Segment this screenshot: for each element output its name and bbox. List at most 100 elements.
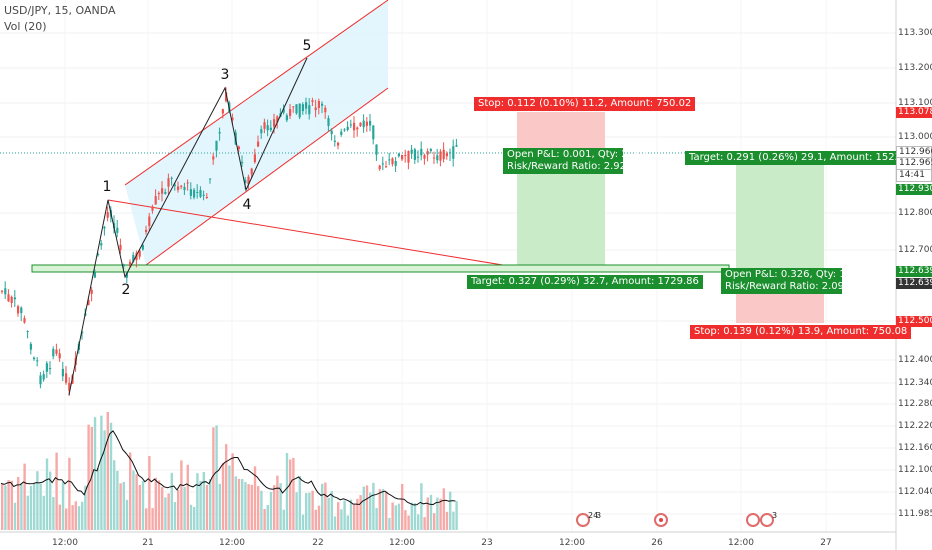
volume-bar bbox=[385, 491, 388, 530]
candle-body bbox=[455, 145, 458, 147]
candle-body bbox=[167, 178, 170, 187]
volume-bar bbox=[189, 504, 193, 530]
candle-body bbox=[189, 189, 192, 196]
candle-body bbox=[407, 151, 410, 163]
volume-bar bbox=[285, 453, 289, 530]
volume-bar bbox=[263, 508, 266, 530]
candle-body bbox=[87, 299, 90, 306]
volume-bar bbox=[410, 502, 413, 530]
volume-bar bbox=[381, 489, 385, 530]
candle-body bbox=[205, 197, 208, 199]
volume-bar bbox=[391, 502, 394, 530]
candle-body bbox=[273, 119, 276, 127]
candle-body bbox=[369, 120, 372, 126]
candle-body bbox=[305, 102, 308, 109]
candle-body bbox=[23, 318, 26, 323]
time-tick-label: 21 bbox=[142, 538, 154, 548]
candle-body bbox=[55, 349, 58, 354]
volume-bar bbox=[327, 497, 330, 530]
candle-body bbox=[164, 191, 167, 194]
candle-body bbox=[61, 368, 64, 377]
candle-body bbox=[1, 290, 4, 292]
volume-bar bbox=[266, 504, 269, 530]
short-stop-zone[interactable] bbox=[517, 112, 605, 154]
long-target-label[interactable]: Target: 0.291 (0.26%) 29.1, Amount: 1523… bbox=[685, 151, 921, 165]
economic-event-flag-icon[interactable] bbox=[576, 513, 590, 527]
candle-body bbox=[129, 261, 132, 267]
time-tick-label: 12:00 bbox=[52, 538, 78, 548]
event-count-1: 24 bbox=[588, 511, 599, 520]
volume-bar bbox=[311, 490, 314, 530]
long-open-pnl[interactable]: Open P&L: 0.326, Qty: 1798 Risk/Reward R… bbox=[721, 268, 865, 294]
volume-bar bbox=[10, 480, 13, 530]
volume-bar bbox=[353, 503, 356, 530]
volume-bar bbox=[129, 452, 132, 530]
candle-body bbox=[442, 149, 445, 160]
candle-body bbox=[199, 190, 202, 197]
volume-bar bbox=[423, 517, 426, 530]
candle-body bbox=[154, 196, 157, 205]
event-dot-icon[interactable] bbox=[654, 513, 668, 527]
candle-body bbox=[81, 331, 84, 334]
long-target-zone[interactable] bbox=[736, 164, 824, 272]
candle-body bbox=[436, 155, 439, 161]
candle-body bbox=[173, 184, 176, 186]
candle-body bbox=[196, 191, 199, 193]
candle-body bbox=[100, 243, 103, 246]
short-target-label[interactable]: Target: 0.327 (0.29%) 32.7, Amount: 1729… bbox=[467, 275, 703, 289]
volume-bar bbox=[362, 486, 365, 530]
volume-bar bbox=[301, 514, 305, 530]
volume-ma-line bbox=[0, 430, 456, 506]
volume-bar bbox=[413, 503, 417, 530]
event-count-3: 3 bbox=[772, 511, 778, 520]
candle-body bbox=[381, 163, 384, 165]
long-stop-label[interactable]: Stop: 0.139 (0.12%) 13.9, Amount: 750.08 bbox=[690, 325, 912, 339]
candle-body bbox=[145, 229, 148, 232]
elliott-wave-line[interactable] bbox=[68, 57, 308, 396]
volume-bar bbox=[397, 503, 401, 530]
ascending-channel[interactable] bbox=[125, 0, 388, 265]
volume-bar bbox=[343, 500, 346, 530]
candle-body bbox=[106, 211, 109, 218]
volume-bar bbox=[340, 509, 343, 530]
candle-body bbox=[362, 120, 365, 128]
price-axis-marker: 113.078 bbox=[896, 107, 932, 118]
channel-mid-line[interactable] bbox=[107, 199, 546, 273]
volume-bar bbox=[205, 484, 209, 530]
volume-bar bbox=[177, 489, 180, 530]
candle-body bbox=[340, 131, 343, 135]
candle-body bbox=[433, 157, 436, 159]
candle-body bbox=[4, 288, 7, 295]
volume-bar bbox=[45, 458, 49, 530]
volume-bar bbox=[321, 483, 324, 530]
candle-body bbox=[349, 124, 352, 126]
volume-bar bbox=[404, 510, 407, 530]
economic-event-flag-icon-2[interactable] bbox=[746, 513, 760, 527]
candle-body bbox=[356, 127, 359, 130]
symbol-legend[interactable]: USD/JPY, 15, OANDA bbox=[4, 4, 116, 17]
wave-label-5: 5 bbox=[302, 38, 312, 54]
price-axis-marker: 112.639 bbox=[896, 278, 932, 289]
volume-bar bbox=[324, 482, 327, 530]
candle-body bbox=[65, 373, 68, 383]
economic-event-flag-icon-3[interactable] bbox=[760, 513, 774, 527]
short-open-pnl[interactable]: Open P&L: 0.001, Qty: 2232 Risk/Reward R… bbox=[503, 148, 647, 174]
volume-bar bbox=[39, 483, 42, 530]
volume-bar bbox=[375, 507, 378, 530]
volume-legend[interactable]: Vol (20) bbox=[4, 20, 47, 33]
volume-bar bbox=[346, 515, 349, 530]
volume-bar bbox=[20, 483, 23, 530]
volume-bar bbox=[449, 491, 452, 530]
candle-body bbox=[180, 185, 183, 187]
candle-body bbox=[10, 296, 13, 304]
channel-lower-line[interactable] bbox=[145, 87, 389, 266]
candle-body bbox=[308, 105, 311, 115]
short-stop-label[interactable]: Stop: 0.112 (0.10%) 11.2, Amount: 750.02 bbox=[474, 97, 696, 111]
long-rr-ratio: Risk/Reward Ratio: 2.09 bbox=[725, 281, 845, 292]
candle-body bbox=[157, 193, 160, 195]
channel-upper-line[interactable] bbox=[124, 0, 389, 186]
volume-bar bbox=[442, 488, 445, 530]
price-tick-label: 113.300 bbox=[898, 28, 932, 38]
